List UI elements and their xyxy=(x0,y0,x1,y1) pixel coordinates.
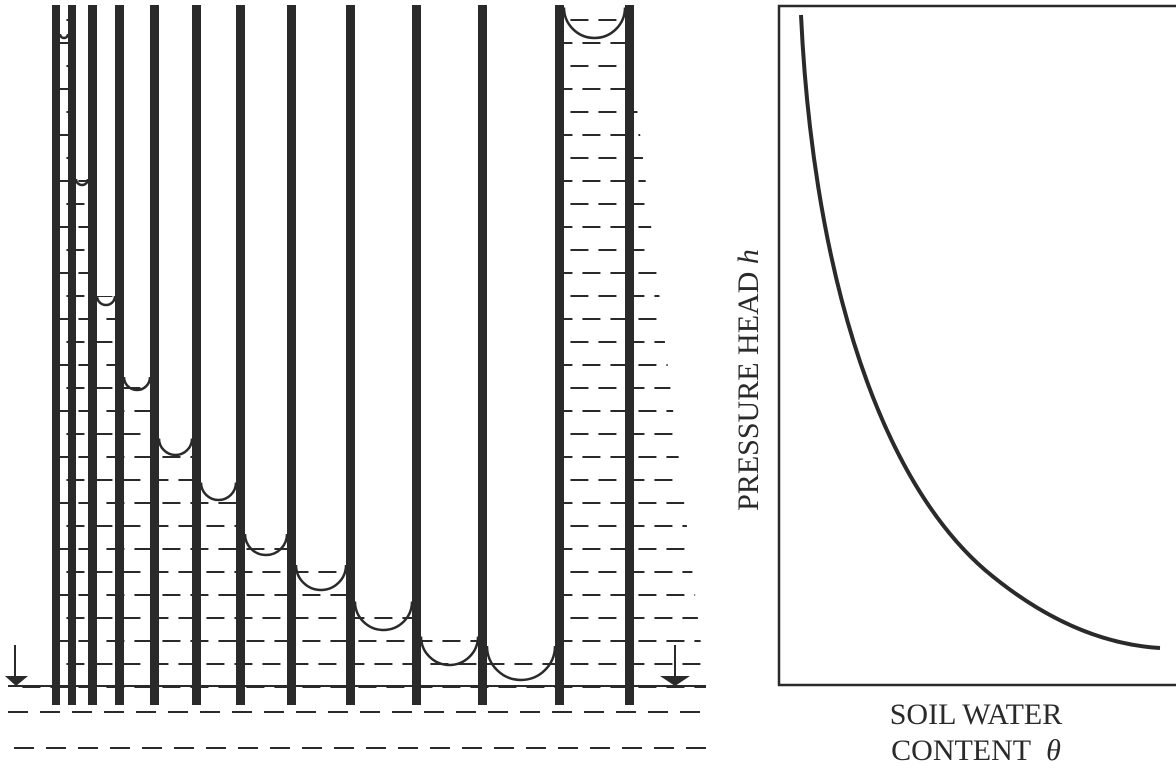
water-hatching xyxy=(8,19,706,749)
retention-curve xyxy=(799,14,1161,650)
meniscus xyxy=(353,601,414,632)
meniscus xyxy=(74,178,90,187)
meniscus xyxy=(58,33,70,40)
meniscus xyxy=(294,564,348,592)
tube-wall xyxy=(150,5,159,705)
tube-wall xyxy=(555,5,564,705)
meniscus xyxy=(95,295,117,307)
y-axis-symbol: h xyxy=(732,249,765,264)
tube-wall xyxy=(625,5,634,705)
x-axis-symbol: θ xyxy=(1046,734,1061,766)
tube-wall xyxy=(88,5,97,705)
meniscus xyxy=(562,7,627,40)
tube-wall xyxy=(68,5,76,705)
water-table-arrow-right xyxy=(660,645,690,686)
tube-wall xyxy=(115,5,124,705)
y-axis-label-text: PRESSURE HEAD xyxy=(732,272,765,511)
menisci xyxy=(58,7,627,682)
capillary-tubes xyxy=(52,5,634,705)
hatch-group xyxy=(10,19,706,688)
meniscus xyxy=(243,533,289,557)
meniscus xyxy=(122,376,152,392)
x-axis-label-line2: CONTENT θ xyxy=(891,734,1061,766)
tube-wall xyxy=(346,5,355,705)
tube-wall xyxy=(287,5,296,705)
tube-wall xyxy=(478,5,487,705)
meniscus xyxy=(199,482,238,502)
meniscus xyxy=(485,645,557,682)
tube-wall xyxy=(192,5,201,705)
tube-wall xyxy=(236,5,245,705)
plot-frame xyxy=(777,4,1176,687)
tube-wall xyxy=(412,5,421,705)
x-axis-label-text: CONTENT xyxy=(891,734,1031,766)
water-table-arrow-left xyxy=(5,645,28,686)
y-axis-label: PRESSURE HEAD h xyxy=(732,249,765,511)
meniscus xyxy=(419,636,480,667)
tube-wall xyxy=(52,5,60,705)
x-axis-label-line1: SOIL WATER xyxy=(890,698,1063,731)
meniscus xyxy=(157,438,194,457)
